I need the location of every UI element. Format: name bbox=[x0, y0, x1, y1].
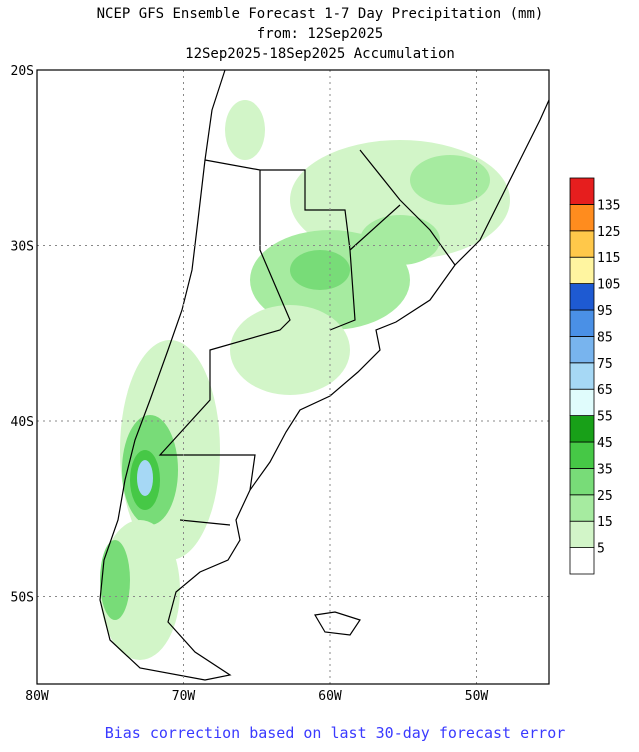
colorbar-box bbox=[569, 230, 595, 258]
lat-label: 50S bbox=[11, 591, 34, 606]
subtitle: from: 12Sep2025 bbox=[257, 26, 383, 42]
colorbar-label: 105 bbox=[597, 278, 620, 293]
colorbar-label: 65 bbox=[597, 383, 613, 398]
coastline bbox=[99, 69, 550, 681]
title: NCEP GFS Ensemble Forecast 1-7 Day Preci… bbox=[97, 6, 544, 22]
lat-label: 20S bbox=[11, 64, 34, 79]
colorbar-box bbox=[569, 335, 595, 364]
colorbar-box bbox=[569, 441, 595, 469]
colorbar-label: 115 bbox=[597, 251, 620, 266]
colorbar-label: 5 bbox=[597, 542, 605, 557]
colorbar-label: 55 bbox=[597, 410, 613, 425]
lon-label: 80W bbox=[25, 689, 49, 704]
colorbar-label: 125 bbox=[597, 225, 620, 240]
colorbar-label: 45 bbox=[597, 436, 613, 451]
colorbar-box bbox=[569, 520, 595, 549]
colorbar-box bbox=[569, 309, 595, 337]
precipitation bbox=[100, 100, 510, 660]
colorbar-label: 85 bbox=[597, 330, 613, 345]
lat-label: 40S bbox=[11, 415, 34, 430]
colorbar-box bbox=[569, 177, 595, 205]
axis-labels: 20S 30S 40S 50S 80W 70W 60W 50W bbox=[11, 64, 489, 704]
colorbar-box bbox=[569, 415, 595, 443]
lat-label: 30S bbox=[11, 240, 34, 255]
grid bbox=[37, 70, 549, 684]
colorbar-box bbox=[569, 203, 595, 232]
colorbar-box bbox=[569, 362, 595, 390]
colorbar: 5 15 25 35 45 55 65 75 85 95 105 115 125 135 bbox=[569, 177, 620, 575]
footer: Bias correction based on last 30-day for… bbox=[105, 724, 566, 742]
lon-label: 70W bbox=[172, 689, 196, 704]
colorbar-box bbox=[569, 547, 595, 575]
colorbar-box bbox=[569, 283, 595, 311]
colorbar-label: 35 bbox=[597, 462, 613, 477]
colorbar-label: 15 bbox=[597, 515, 613, 530]
colorbar-box bbox=[569, 494, 595, 522]
lon-label: 60W bbox=[318, 689, 342, 704]
colorbar-box bbox=[569, 467, 595, 496]
borders bbox=[158, 149, 456, 526]
falkland-islands bbox=[314, 611, 361, 636]
colorbar-label: 135 bbox=[597, 198, 620, 213]
colorbar-box bbox=[569, 256, 595, 285]
colorbar-label: 75 bbox=[597, 357, 613, 372]
colorbar-label: 95 bbox=[597, 304, 613, 319]
colorbar-label: 25 bbox=[597, 489, 613, 504]
lon-label: 50W bbox=[465, 689, 489, 704]
colorbar-box bbox=[569, 388, 595, 417]
map-frame bbox=[36, 69, 550, 685]
subtitle: 12Sep2025-18Sep2025 Accumulation bbox=[185, 46, 455, 62]
